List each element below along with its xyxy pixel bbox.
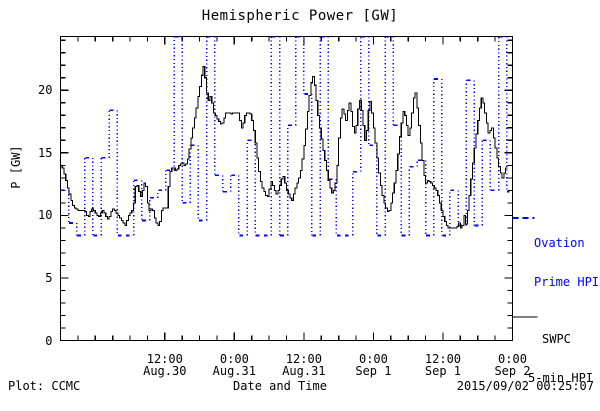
x-tick-date: Aug.31	[212, 363, 257, 378]
x-tick-date: Sep 1	[424, 363, 462, 378]
x-tick-date: Sep 2	[494, 363, 531, 378]
x-tick-time: 12:00	[146, 351, 183, 366]
x-tick-label: 0:00 Sep 1	[333, 353, 413, 377]
x-tick-label: 12:00 Aug.31	[264, 353, 344, 377]
y-tick-label: 20	[38, 83, 53, 98]
y-tick-label: 15	[38, 145, 53, 160]
x-tick-date: Sep 1	[355, 363, 392, 378]
chart-title: Hemispheric Power [GW]	[201, 8, 399, 24]
x-tick-time: 12:00	[285, 351, 322, 366]
x-tick-time: 0:00	[358, 351, 388, 366]
y-tick-label: 10	[38, 208, 53, 223]
x-tick-label: 12:00 Aug.30	[125, 353, 205, 377]
legend-swpc: SWPC 5-min HPI	[528, 307, 593, 411]
legend-ovation-prime: Ovation Prime HPI	[534, 211, 599, 315]
legend-swpc-line2: 5-min HPI	[528, 371, 594, 385]
x-tick-label: 12:00 Sep 1	[403, 353, 483, 377]
axis-ticks	[59, 36, 514, 342]
chart-canvas: Hemispheric Power [GW] P [GW] Date and T…	[8, 8, 599, 393]
y-tick-label: 5	[45, 270, 53, 285]
legend-ovation-line2: Prime HPI	[534, 275, 600, 289]
x-tick-label: 0:00 Sep 2	[473, 353, 553, 377]
x-tick-time: 12:00	[424, 351, 462, 366]
legend-swpc-line1: SWPC	[542, 332, 571, 346]
x-tick-time: 0:00	[219, 351, 249, 366]
legend-ovation-line1: Ovation	[534, 236, 585, 250]
series-swpc-5min-hpi	[60, 65, 508, 229]
generation-timestamp: 2015/09/02 00:25:07	[456, 379, 594, 393]
x-tick-date: Aug.31	[282, 363, 326, 378]
x-tick-label: 0:00 Aug.31	[194, 353, 274, 377]
plot-area	[59, 35, 538, 342]
x-axis-label: Date and Time	[233, 379, 327, 393]
series-ovation-prime-hpi	[60, 36, 510, 237]
x-tick-date: Aug.30	[143, 363, 187, 378]
legend-line-samples	[512, 217, 538, 318]
y-tick-label: 0	[45, 333, 53, 348]
x-tick-time: 0:00	[498, 351, 527, 366]
plot-credit: Plot: CCMC	[8, 379, 81, 393]
